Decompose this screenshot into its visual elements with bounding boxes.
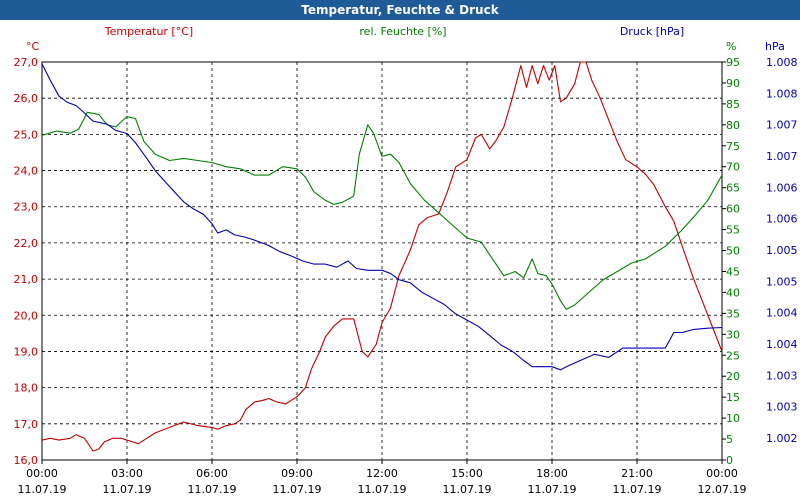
y-right1-tick: 85 <box>726 98 740 111</box>
x-tick-date: 11.07.19 <box>18 483 67 496</box>
series-lines <box>41 61 723 452</box>
grid <box>42 62 722 460</box>
legend-humidity: rel. Feuchte [%] <box>359 25 446 38</box>
y-right1-tick: 70 <box>726 161 740 174</box>
y-right1-tick: 95 <box>726 56 740 69</box>
y-right1-tick: 50 <box>726 245 740 258</box>
x-tick-date: 11.07.19 <box>188 483 237 496</box>
x-tick-time: 00:00 <box>26 467 58 480</box>
y-right2-tick: 1.005 <box>766 244 798 257</box>
legend-temperature: Temperatur [°C] <box>104 25 193 38</box>
y-right1-tick: 15 <box>726 391 740 404</box>
y-right1-tick: 30 <box>726 328 740 341</box>
x-tick-date: 11.07.19 <box>613 483 662 496</box>
y-left-tick: 22,0 <box>14 237 39 250</box>
x-tick-time: 15:00 <box>451 467 483 480</box>
legend-pressure: Druck [hPa] <box>620 25 684 38</box>
y-right1-tick: 65 <box>726 182 740 195</box>
y-right2-tick: 1.006 <box>766 213 798 226</box>
x-tick-date: 11.07.19 <box>358 483 407 496</box>
y-right1-tick: 0 <box>726 454 733 467</box>
x-tick-date: 11.07.19 <box>528 483 577 496</box>
x-tick-date: 11.07.19 <box>273 483 322 496</box>
y-right1-tick: 10 <box>726 412 740 425</box>
series-line-pressure <box>41 63 723 371</box>
y-right1-tick: 45 <box>726 265 740 278</box>
y-left-unit: °C <box>26 40 40 53</box>
y-left-tick: 26,0 <box>14 92 39 105</box>
y-left-tick: 27,0 <box>14 56 39 69</box>
y-right1-unit: % <box>726 40 736 53</box>
y-left-tick: 23,0 <box>14 201 39 214</box>
y-right2-tick: 1.003 <box>766 401 798 414</box>
x-tick-time: 12:00 <box>366 467 398 480</box>
y-right2-tick: 1.008 <box>766 56 798 69</box>
y-left-tick: 25,0 <box>14 128 39 141</box>
axes <box>41 61 726 464</box>
x-tick-date: 11.07.19 <box>443 483 492 496</box>
y-right1-tick: 25 <box>726 349 740 362</box>
y-right2-unit: hPa <box>765 40 785 53</box>
y-right1-tick: 80 <box>726 119 740 132</box>
y-right2-tick: 1.003 <box>766 369 798 382</box>
y-right2-tick: 1.007 <box>766 119 798 132</box>
y-left-tick: 19,0 <box>14 345 39 358</box>
y-left-tick: 20,0 <box>14 309 39 322</box>
y-left-tick: 17,0 <box>14 418 39 431</box>
y-left-tick: 24,0 <box>14 165 39 178</box>
y-right1-tick: 35 <box>726 307 740 320</box>
y-left-tick: 21,0 <box>14 273 39 286</box>
y-right1-tick: 20 <box>726 370 740 383</box>
axis-labels: 00:00 11.07.19 03:00 11.07.19 06:00 11.07.19 0… <box>14 25 798 496</box>
x-tick-time: 06:00 <box>196 467 228 480</box>
y-right2-tick: 1.002 <box>766 432 798 445</box>
y-right2-tick: 1.006 <box>766 181 798 194</box>
x-tick-time: 18:00 <box>536 467 568 480</box>
y-right2-tick: 1.008 <box>766 87 798 100</box>
y-left-tick: 16,0 <box>14 454 39 467</box>
y-right2-tick: 1.005 <box>766 275 798 288</box>
x-tick-date: 11.07.19 <box>103 483 152 496</box>
y-left-tick: 18,0 <box>14 382 39 395</box>
y-right1-tick: 55 <box>726 224 740 237</box>
y-right2-tick: 1.004 <box>766 307 798 320</box>
x-tick-time: 21:00 <box>621 467 653 480</box>
y-right1-tick: 75 <box>726 140 740 153</box>
y-right1-tick: 90 <box>726 77 740 90</box>
y-right2-tick: 1.004 <box>766 338 798 351</box>
x-tick-date: 12.07.19 <box>698 483 747 496</box>
series-line-temperature <box>41 61 723 452</box>
chart-title: Temperatur, Feuchte & Druck <box>0 0 800 20</box>
y-right1-tick: 60 <box>726 203 740 216</box>
x-tick-time: 09:00 <box>281 467 313 480</box>
x-tick-time: 03:00 <box>111 467 143 480</box>
y-right1-tick: 40 <box>726 286 740 299</box>
y-right1-tick: 5 <box>726 433 733 446</box>
y-right2-tick: 1.007 <box>766 150 798 163</box>
x-tick-time: 00:00 <box>706 467 738 480</box>
series-line-humidity <box>41 111 723 310</box>
